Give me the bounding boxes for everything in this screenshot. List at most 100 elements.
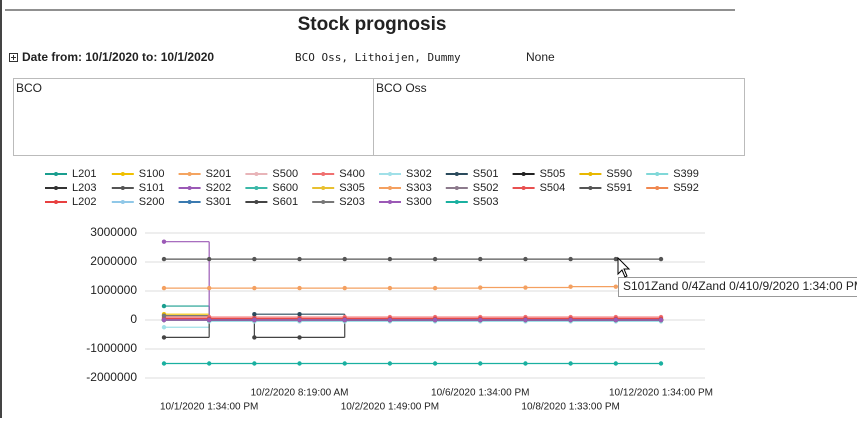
data-point [162, 325, 166, 329]
x-tick-label: 10/6/2020 1:34:00 PM [431, 388, 529, 399]
data-point [478, 318, 482, 322]
data-point [297, 286, 301, 290]
panel-label: BCO Oss [376, 81, 427, 95]
legend-label: L202 [72, 196, 96, 208]
legend-dot [655, 186, 659, 190]
legend-dot [321, 186, 325, 190]
legend-label: S592 [673, 182, 699, 194]
data-point [252, 335, 256, 339]
legend-label: S200 [139, 196, 165, 208]
data-point [523, 285, 527, 289]
legend-dot [121, 200, 125, 204]
tooltip-text: S101Zand 0/4Zand 0/410/9/2020 1:34:00 PM… [623, 279, 857, 293]
x-tick-label: 10/2/2020 8:19:00 AM [251, 388, 349, 399]
data-point [478, 361, 482, 365]
data-point [433, 286, 437, 290]
legend-label: S100 [139, 168, 165, 180]
data-point [343, 257, 347, 261]
legend-label: S301 [206, 196, 232, 208]
legend-label: S201 [206, 168, 232, 180]
data-point [568, 361, 572, 365]
window-edge [0, 0, 2, 418]
y-tick-label: -1000000 [86, 341, 137, 355]
legend-dot [254, 200, 258, 204]
legend-label: S305 [339, 182, 365, 194]
data-point [433, 361, 437, 365]
data-point [659, 257, 663, 261]
legend-dot [588, 186, 592, 190]
legend-dot [388, 186, 392, 190]
data-point [162, 257, 166, 261]
mouse-cursor [618, 258, 629, 277]
data-point [162, 313, 166, 317]
data-point [659, 318, 663, 322]
data-point [343, 286, 347, 290]
legend-dot [455, 186, 459, 190]
y-tick-label: 3000000 [90, 225, 137, 239]
data-point [252, 318, 256, 322]
data-point [568, 284, 572, 288]
data-point [614, 318, 618, 322]
legend-dot [388, 172, 392, 176]
data-point [162, 335, 166, 339]
data-point [207, 361, 211, 365]
data-point [297, 257, 301, 261]
data-point [343, 361, 347, 365]
legend-dot [188, 186, 192, 190]
legend-label: S500 [272, 168, 298, 180]
data-point [162, 318, 166, 322]
legend-dot [188, 200, 192, 204]
data-point [207, 318, 211, 322]
data-point [478, 285, 482, 289]
legend-label: S101 [139, 182, 165, 194]
legend-dot [655, 172, 659, 176]
legend-dot [321, 172, 325, 176]
data-point [297, 335, 301, 339]
legend-label: S399 [673, 168, 699, 180]
data-point [614, 284, 618, 288]
data-point [297, 312, 301, 316]
data-point [207, 286, 211, 290]
data-point [207, 257, 211, 261]
data-point [388, 318, 392, 322]
legend-label: S591 [606, 182, 632, 194]
expand-icon[interactable] [10, 54, 18, 62]
data-point [343, 318, 347, 322]
legend-label: L201 [72, 168, 96, 180]
legend-dot [54, 186, 58, 190]
data-point [614, 361, 618, 365]
legend-label: S303 [406, 182, 432, 194]
y-tick-label: 2000000 [90, 254, 137, 268]
data-point [388, 361, 392, 365]
x-tick-label: 10/1/2020 1:34:00 PM [160, 402, 258, 413]
legend-dot [54, 200, 58, 204]
legend-label: S203 [339, 196, 365, 208]
data-point [388, 286, 392, 290]
data-point [659, 361, 663, 365]
legend-label: S300 [406, 196, 432, 208]
data-point [478, 257, 482, 261]
legend-label: S600 [272, 182, 298, 194]
data-point [297, 361, 301, 365]
data-point [388, 257, 392, 261]
y-tick-label: -2000000 [86, 370, 137, 384]
data-point [162, 361, 166, 365]
date-range: Date from: 10/1/2020 to: 10/1/2020 [22, 50, 214, 64]
legend-label: L203 [72, 182, 96, 194]
data-point [433, 257, 437, 261]
legend-dot [455, 172, 459, 176]
y-tick-label: 1000000 [90, 283, 137, 297]
data-point [162, 286, 166, 290]
legend-label: S505 [540, 168, 566, 180]
legend-label: S400 [339, 168, 365, 180]
legend-label: S302 [406, 168, 432, 180]
data-point [252, 361, 256, 365]
panel-box [14, 79, 374, 156]
panel-box [374, 79, 745, 156]
x-tick-label: 10/2/2020 1:49:00 PM [341, 402, 439, 413]
legend-dot [254, 172, 258, 176]
data-point [252, 257, 256, 261]
legend-label: S501 [473, 168, 499, 180]
